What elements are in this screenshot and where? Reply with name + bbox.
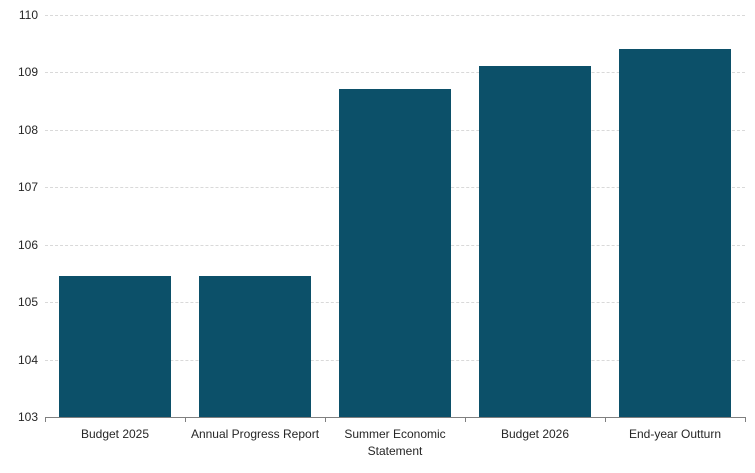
x-axis-tick-1 [185, 417, 186, 422]
gridline-109 [45, 72, 745, 73]
x-axis-tick-2 [325, 417, 326, 422]
x-axis-tick-0 [45, 417, 46, 422]
bar-summer-economic-statement [339, 89, 451, 417]
y-tick-label-103: 103 [17, 410, 38, 424]
bar-annual-progress-report [199, 276, 311, 417]
y-tick-label-109: 109 [17, 65, 38, 79]
x-axis-line [45, 417, 745, 418]
y-tick-label-106: 106 [17, 237, 38, 252]
x-category-label-3: Summer Economic Statement [344, 427, 446, 458]
bar-end-year-outturn [619, 49, 731, 417]
x-category-label-2: Annual Progress Report [190, 427, 320, 441]
y-tick-label-105: 105 [17, 295, 38, 309]
x-axis-tick-4 [605, 417, 606, 422]
x-category-label-5: End-year Outturn [628, 427, 722, 441]
bar-budget-2026 [479, 66, 591, 417]
x-category-label-4: Budget 2026 [500, 427, 570, 441]
y-tick-label-107: 107 [17, 180, 38, 194]
bar-budget-2025 [59, 276, 171, 417]
x-axis-tick-3 [465, 417, 466, 422]
y-tick-label-110: 110 [18, 7, 38, 22]
x-axis-tick-5 [745, 417, 746, 422]
y-tick-label-104: 104 [17, 352, 38, 367]
x-category-label-1: Budget 2025 [80, 427, 150, 441]
y-tick-label-108: 108 [17, 122, 38, 137]
gridline-110 [45, 14, 745, 16]
